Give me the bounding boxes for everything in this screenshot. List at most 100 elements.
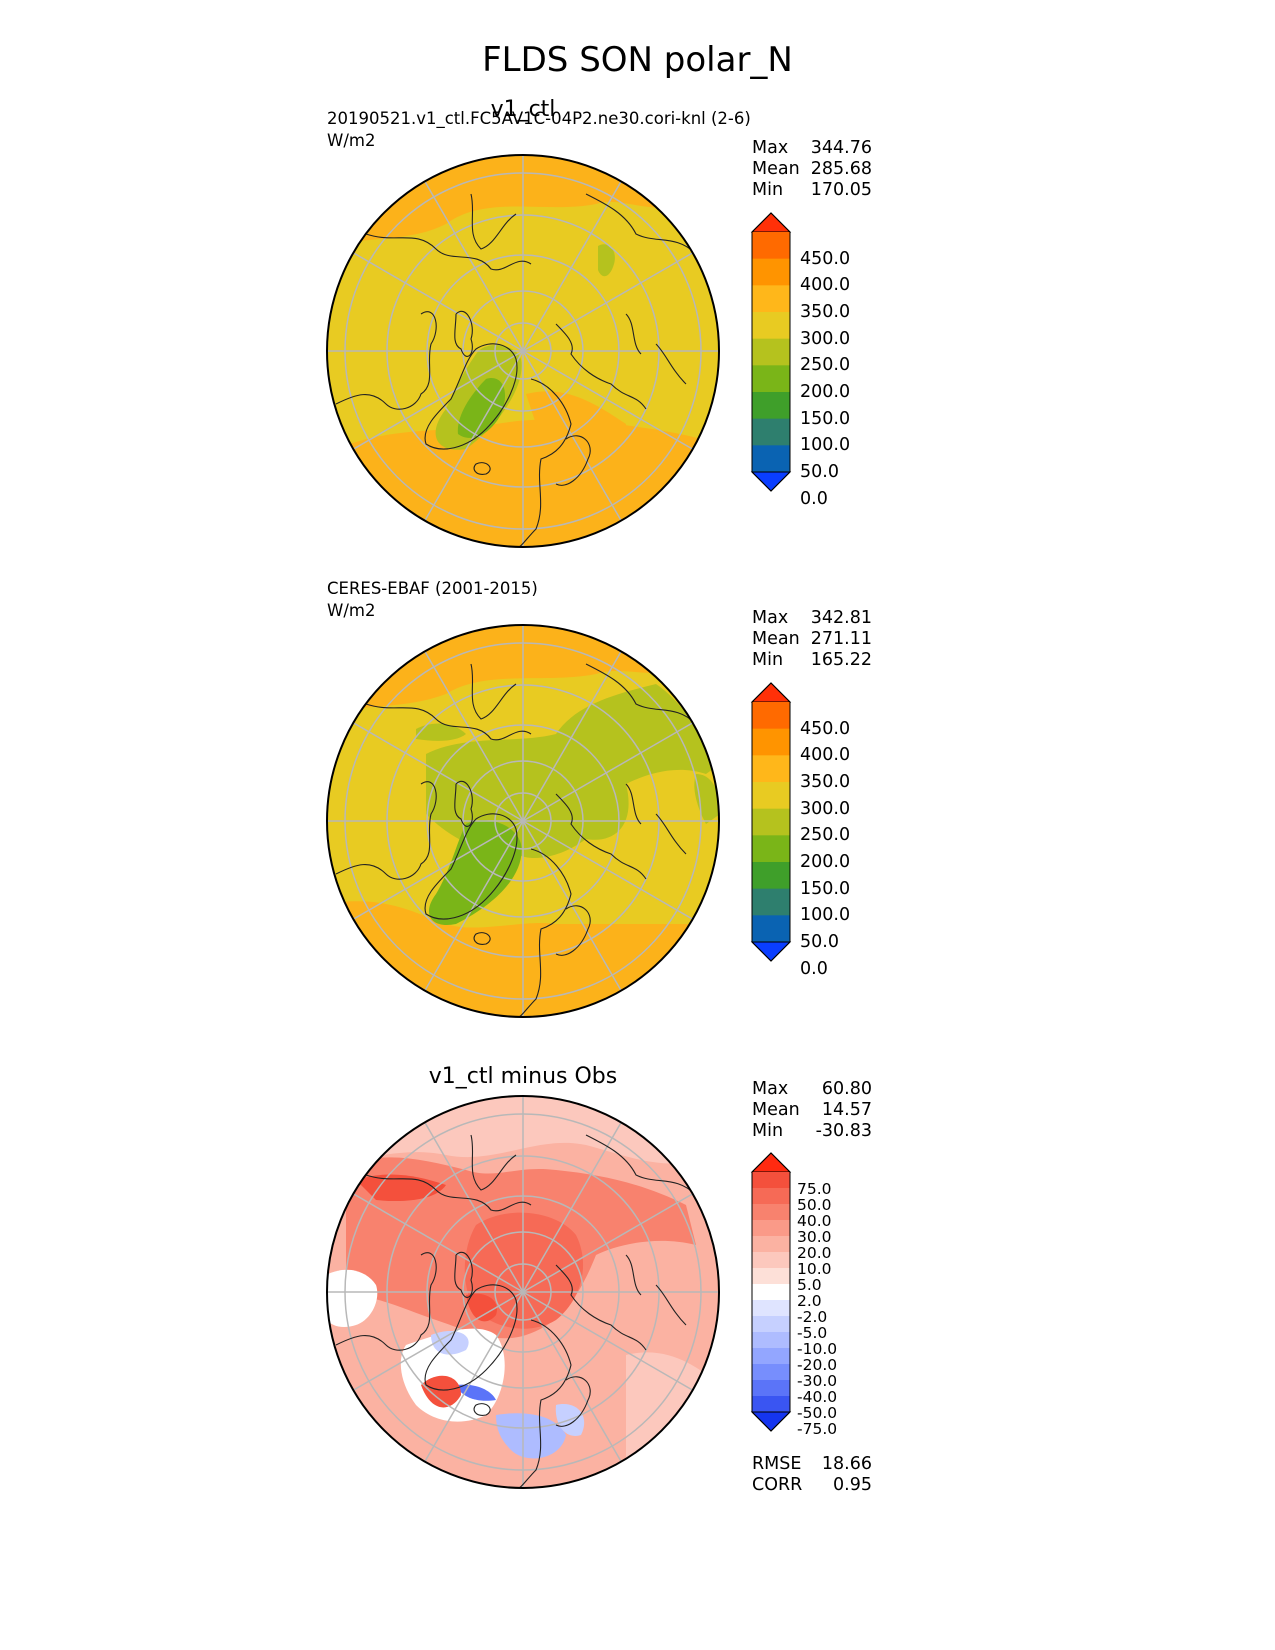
colorbar-tick-label: 200.0 [800, 382, 851, 402]
colorbar-tick-label: 300.0 [800, 798, 851, 819]
panel2-map-border [326, 624, 720, 1018]
panel2-map [326, 624, 720, 1018]
colorbar-bin [752, 1284, 790, 1301]
colorbar-tick-label: 450.0 [800, 718, 851, 739]
panel2-stat-max-key: Max [752, 608, 789, 628]
colorbar-bin [752, 232, 790, 260]
figure-title: FLDS SON polar_N [482, 40, 793, 80]
colorbar-tick-label: 40.0 [797, 1212, 832, 1230]
colorbar-bin [752, 1172, 790, 1189]
panel2-stat-mean-value: 271.11 [810, 629, 872, 649]
panel1-label: 20190521.v1_ctl.FC5AV1C-04P2.ne30.cori-k… [327, 109, 751, 128]
panel1-units: W/m2 [327, 131, 376, 150]
colorbar-bin [752, 888, 790, 916]
panel1-stat-mean-value: 285.68 [810, 159, 872, 179]
colorbar-bin [752, 445, 790, 473]
colorbar-tick-label: 350.0 [800, 302, 851, 322]
panel3-metric-rmse-value: 18.66 [821, 1454, 872, 1474]
panel3-field-blue-core [456, 1384, 496, 1401]
colorbar-tick-label: 150.0 [800, 408, 851, 429]
colorbar-tick-label: 5.0 [797, 1276, 822, 1294]
colorbar-tick-label: -30.0 [797, 1372, 838, 1390]
colorbar-tick-label: 200.0 [800, 852, 851, 872]
panel3-map [326, 1095, 720, 1489]
colorbar-bin [752, 1364, 790, 1381]
panel2-stat-min-value: 165.22 [810, 650, 872, 670]
colorbar-tick-label: 100.0 [800, 905, 851, 926]
panel1-map-border [326, 154, 720, 548]
colorbar-tick-label: 50.0 [800, 462, 839, 482]
colorbar-bin [752, 338, 790, 366]
panel3-stat-min-value: -30.83 [815, 1121, 872, 1141]
colorbar-bin [752, 1236, 790, 1253]
panel2-colorbar [750, 682, 792, 962]
colorbar-bin [752, 1396, 790, 1413]
panel2-field-greenland [428, 820, 522, 925]
colorbar-tick-label: 20.0 [797, 1244, 832, 1262]
colorbar-bin [752, 1188, 790, 1205]
panel3-stat-max-key: Max [752, 1079, 789, 1099]
colorbar-bin [752, 1204, 790, 1221]
colorbar-tick-label: 150.0 [800, 878, 851, 899]
panel1-title: v1_ctl [490, 97, 556, 122]
colorbar-tick-label: -40.0 [797, 1388, 838, 1406]
panel2-field-patch-nw [416, 723, 466, 741]
colorbar-tick-label: 50.0 [800, 932, 839, 952]
colorbar-tick-label: -75.0 [797, 1420, 838, 1438]
panel3-field-blue-strip [431, 1330, 469, 1355]
colorbar-bin [752, 258, 790, 286]
panel3-field-red-spot [466, 1293, 497, 1322]
panel3-metric-corr-value: 0.95 [833, 1475, 872, 1495]
colorbar-bin [752, 365, 790, 393]
panel3-metric-corr-key: CORR [752, 1475, 803, 1495]
colorbar-tick-label: -20.0 [797, 1356, 838, 1374]
colorbar-tick-label: 100.0 [800, 435, 851, 456]
colorbar-bin [752, 392, 790, 420]
panel2-stat-max-value: 342.81 [810, 608, 872, 628]
colorbar-top-extend [750, 682, 792, 703]
colorbar-bin [752, 808, 790, 836]
colorbar-top-extend [750, 1152, 792, 1173]
colorbar-tick-label: 250.0 [800, 825, 851, 846]
panel2-stat-mean-key: Mean [752, 629, 800, 649]
colorbar-bin [752, 1348, 790, 1365]
colorbar-top-extend [750, 212, 792, 233]
colorbar-bin [752, 285, 790, 313]
colorbar-tick-label: 0.0 [800, 488, 828, 509]
panel2-graticule [327, 625, 719, 1017]
colorbar-bin [752, 755, 790, 783]
colorbar-bin [752, 728, 790, 756]
colorbar-bin [752, 835, 790, 863]
panel1-field-greenland-inner [457, 378, 506, 438]
panel1-stat-min-key: Min [752, 180, 784, 200]
panel3-stat-min-key: Min [752, 1121, 784, 1141]
colorbar-bin [752, 1268, 790, 1285]
colorbar-bin [752, 1380, 790, 1397]
panel3-stat-mean-value: 14.57 [821, 1100, 872, 1120]
colorbar-tick-label: 30.0 [797, 1228, 832, 1246]
colorbar-bin [752, 1252, 790, 1269]
colorbar-bin [752, 1332, 790, 1349]
panel3-colorbar [750, 1152, 792, 1432]
colorbar-bottom-extend [750, 941, 792, 962]
panel2-stat-min-key: Min [752, 650, 784, 670]
colorbar-tick-label: 0.0 [800, 958, 828, 979]
colorbar-bin [752, 418, 790, 446]
colorbar-bin [752, 312, 790, 340]
colorbar-tick-label: 75.0 [797, 1180, 832, 1198]
colorbar-tick-label: 10.0 [797, 1260, 832, 1278]
colorbar-outline [751, 1152, 791, 1432]
panel3-field-white-west [327, 1269, 378, 1327]
colorbar-outline [751, 682, 791, 962]
colorbar-tick-label: -2.0 [797, 1308, 828, 1326]
panel2-label: CERES-EBAF (2001-2015) [327, 579, 538, 598]
panel3-map-border [326, 1095, 720, 1489]
panel3-field-blue-south [496, 1413, 566, 1459]
colorbar-bin [752, 1316, 790, 1333]
colorbar-tick-label: 50.0 [797, 1196, 832, 1214]
colorbar-bin [752, 1300, 790, 1317]
colorbar-tick-label: 400.0 [800, 275, 851, 296]
panel3-graticule [327, 1096, 719, 1488]
panel1-map [326, 154, 720, 548]
colorbar-bin [752, 782, 790, 810]
